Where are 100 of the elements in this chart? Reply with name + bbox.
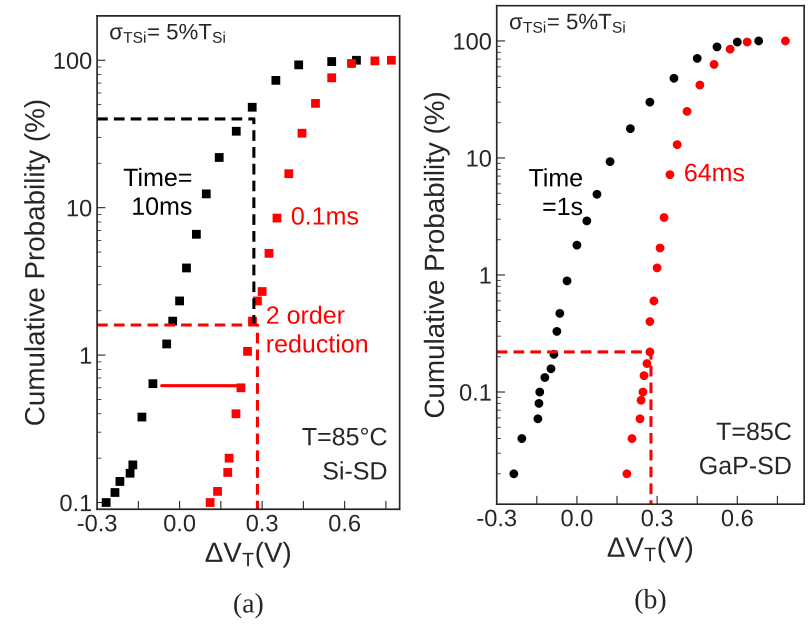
point: [742, 38, 752, 46]
y-tick-label: 0.1: [460, 384, 491, 401]
point: [546, 364, 556, 374]
point: [213, 486, 222, 496]
point: [710, 60, 718, 69]
point: [264, 248, 274, 258]
point: [248, 102, 257, 112]
x-tick-label: 0.3: [642, 510, 672, 526]
point: [232, 126, 241, 136]
point: [294, 60, 304, 70]
point: [327, 73, 336, 82]
series-label: 0.1ms: [292, 207, 358, 225]
point: [660, 213, 668, 222]
x-tick-label: 0.6: [329, 514, 360, 532]
point: [175, 296, 184, 306]
annotation: σ$_{TSi}$= 5%T$_{Si}$: [110, 24, 225, 43]
point: [552, 326, 562, 336]
annotation: σ$_{TSi}$= 5%T$_{Si}$: [510, 14, 625, 33]
point: [224, 454, 234, 463]
point: [232, 409, 240, 418]
point: [646, 98, 654, 107]
point: [656, 244, 664, 252]
point: [509, 469, 518, 478]
point: [126, 468, 134, 478]
y-axis-title: Cumulative Probability (%): [424, 93, 450, 418]
point: [534, 398, 544, 408]
point: [626, 124, 635, 134]
point: [555, 308, 564, 318]
point: [582, 216, 592, 226]
point: [284, 169, 294, 178]
point: [534, 414, 542, 424]
point: [670, 74, 678, 83]
point: [666, 170, 674, 180]
point: [754, 36, 764, 46]
point: [650, 296, 658, 306]
point: [102, 498, 111, 507]
point: [652, 263, 662, 272]
text: (b): [635, 588, 666, 614]
point: [732, 38, 742, 46]
point: [636, 414, 644, 424]
point: [606, 157, 614, 166]
series-label: 64ms: [685, 164, 744, 182]
point: [148, 379, 158, 388]
point: [243, 346, 252, 356]
point: [116, 477, 124, 486]
point: [642, 359, 652, 368]
point: [182, 264, 191, 272]
x-tick-label: 0.0: [561, 510, 592, 526]
point: [258, 287, 267, 296]
text: (a): [234, 593, 263, 618]
point: [206, 498, 215, 507]
x-axis-title: ΔV$_{T}$(V): [206, 542, 290, 568]
point: [387, 56, 396, 65]
point: [327, 57, 336, 66]
point: [572, 240, 582, 250]
point: [110, 488, 120, 497]
x-tick-label: 0.3: [246, 514, 278, 532]
point: [692, 54, 702, 63]
point: [271, 76, 280, 85]
x-tick-label: 0.0: [164, 514, 196, 532]
point: [202, 190, 211, 198]
point: [592, 190, 602, 199]
y-tick-label: 100: [54, 52, 92, 70]
point: [517, 434, 526, 443]
point: [726, 44, 734, 54]
x-tick-label: 0.6: [722, 510, 753, 526]
point: [781, 36, 790, 46]
series-label: 2 order reduction: [267, 306, 367, 353]
point: [311, 98, 320, 108]
point: [128, 460, 138, 470]
point: [535, 388, 544, 396]
point: [682, 107, 692, 116]
point: [636, 396, 646, 405]
point: [347, 59, 356, 68]
point: [646, 317, 654, 326]
y-tick-label: 100: [454, 33, 491, 50]
y-tick-label: 0.1: [60, 494, 92, 512]
point: [628, 434, 636, 443]
point: [162, 340, 172, 348]
point: [540, 373, 550, 382]
point: [138, 412, 146, 422]
point: [562, 276, 572, 286]
series-label: Time =1s: [529, 168, 582, 216]
annotation: T=85C GaP-SD: [700, 422, 791, 474]
y-tick-label: 10: [467, 150, 491, 167]
point: [712, 42, 722, 52]
point: [640, 371, 648, 380]
annotation: T=85°C Si-SD: [302, 428, 387, 480]
point: [298, 128, 306, 138]
point: [223, 468, 232, 477]
point: [272, 214, 282, 222]
point: [192, 230, 201, 239]
point: [214, 153, 224, 162]
x-tick-label: -0.3: [477, 510, 516, 526]
point: [370, 56, 380, 66]
y-tick-label: 10: [68, 200, 92, 216]
y-tick-label: 1: [480, 267, 491, 284]
point: [672, 140, 682, 150]
y-axis-title: Cumulative Probability (%): [24, 100, 50, 425]
point: [696, 80, 704, 90]
